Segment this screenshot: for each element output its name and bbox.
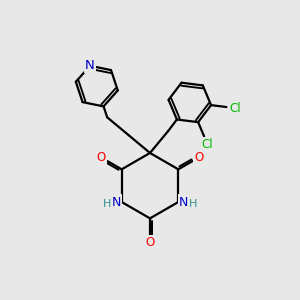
Text: N: N bbox=[179, 196, 188, 208]
Text: O: O bbox=[97, 151, 106, 164]
Text: Cl: Cl bbox=[202, 138, 213, 151]
Text: O: O bbox=[146, 236, 154, 249]
Text: H: H bbox=[103, 200, 111, 209]
Text: N: N bbox=[85, 59, 95, 72]
Text: N: N bbox=[112, 196, 121, 208]
Text: H: H bbox=[189, 200, 197, 209]
Text: O: O bbox=[194, 151, 203, 164]
Text: Cl: Cl bbox=[230, 102, 241, 115]
